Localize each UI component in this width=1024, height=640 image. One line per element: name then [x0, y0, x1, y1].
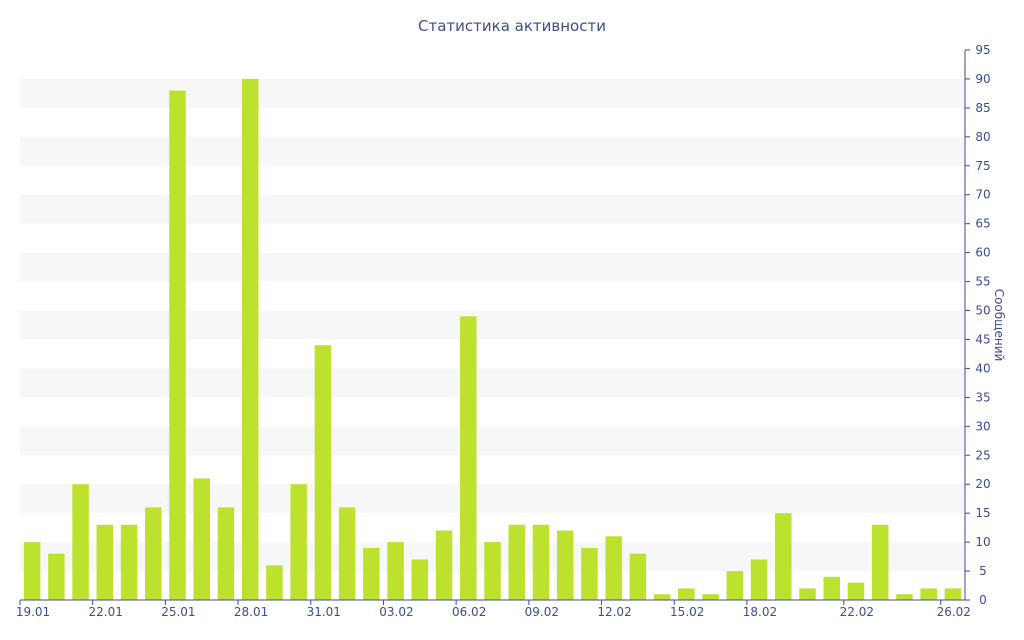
bar [823, 576, 840, 600]
bar [411, 559, 429, 600]
grid-band [20, 484, 965, 514]
grid-band [20, 368, 965, 398]
bar [556, 530, 574, 600]
grid-band [20, 252, 965, 282]
x-tick-label: 19.01 [16, 605, 50, 619]
grid-band [20, 136, 965, 166]
y-tick-label: 55 [975, 275, 990, 289]
y-axis-label: Сообщений [992, 289, 1006, 362]
grid-band [20, 426, 965, 456]
bar [266, 565, 283, 600]
x-tick-label: 12.02 [597, 605, 631, 619]
x-axis-ticks: 19.01 22.01 25.01 28.01 31.01 03.02 06.02 09.02… [16, 600, 971, 619]
bar [314, 345, 332, 600]
y-tick-label: 75 [975, 159, 990, 173]
bar [532, 524, 550, 600]
y-tick-label: 90 [975, 72, 990, 86]
bar [387, 542, 404, 600]
bar [799, 588, 816, 600]
bar [896, 594, 913, 600]
x-tick-label: 03.02 [379, 605, 413, 619]
bar [23, 542, 41, 600]
bar [460, 316, 477, 600]
x-tick-label: 22.02 [840, 605, 874, 619]
y-tick-label: 30 [975, 419, 990, 433]
bar [920, 588, 937, 600]
y-tick-label: 85 [975, 101, 990, 115]
y-axis-ticks: 0 5 10 15 20 25 30 35 40 45 50 55 60 65 70 75 80 85 90 95 [965, 43, 991, 607]
bar [726, 571, 744, 600]
bar [241, 78, 259, 600]
y-tick-label: 5 [979, 564, 987, 578]
y-tick-label: 15 [975, 506, 990, 520]
y-tick-label: 65 [975, 217, 990, 231]
x-tick-label: 25.01 [161, 605, 195, 619]
x-tick-label: 28.01 [234, 605, 268, 619]
bar [629, 553, 647, 600]
bar [338, 507, 356, 600]
bar [775, 513, 792, 600]
y-tick-label: 45 [975, 332, 990, 346]
bar [653, 594, 671, 600]
grid-band [20, 310, 965, 340]
bar [435, 530, 453, 600]
y-tick-label: 40 [975, 361, 990, 375]
bar [581, 547, 598, 600]
y-tick-label: 95 [975, 43, 990, 57]
bar [145, 507, 162, 600]
bar [847, 582, 865, 600]
grid-band [20, 78, 965, 108]
bar [871, 524, 889, 600]
y-tick-label: 60 [975, 246, 990, 260]
grid-band [20, 194, 965, 224]
bar [508, 524, 525, 600]
y-tick-label: 10 [975, 535, 990, 549]
y-tick-label: 0 [979, 593, 987, 607]
bar [678, 588, 695, 600]
y-tick-label: 35 [975, 390, 990, 404]
bar [169, 90, 186, 600]
y-tick-label: 25 [975, 448, 990, 462]
y-tick-label: 50 [975, 304, 990, 318]
y-tick-label: 20 [975, 477, 990, 491]
x-tick-label: 06.02 [452, 605, 486, 619]
y-tick-label: 70 [975, 188, 990, 202]
bar [120, 524, 138, 600]
bar [72, 484, 89, 600]
bar [290, 484, 307, 600]
bars [23, 78, 962, 600]
bar [605, 536, 622, 600]
x-tick-label: 22.01 [89, 605, 123, 619]
chart-title: Статистика активности [418, 17, 606, 35]
x-tick-label: 15.02 [670, 605, 704, 619]
bar [217, 507, 235, 600]
bar [750, 559, 768, 600]
bar [484, 542, 501, 600]
bar [96, 524, 114, 600]
bar [48, 553, 65, 600]
x-tick-label: 18.02 [743, 605, 777, 619]
grid-bands [20, 78, 965, 572]
bar [193, 478, 210, 600]
x-tick-label: 26.02 [937, 605, 971, 619]
bar [944, 588, 962, 600]
x-tick-label: 09.02 [525, 605, 559, 619]
bar [363, 547, 380, 600]
y-tick-label: 80 [975, 130, 990, 144]
x-tick-label: 31.01 [307, 605, 341, 619]
bar [702, 594, 719, 600]
